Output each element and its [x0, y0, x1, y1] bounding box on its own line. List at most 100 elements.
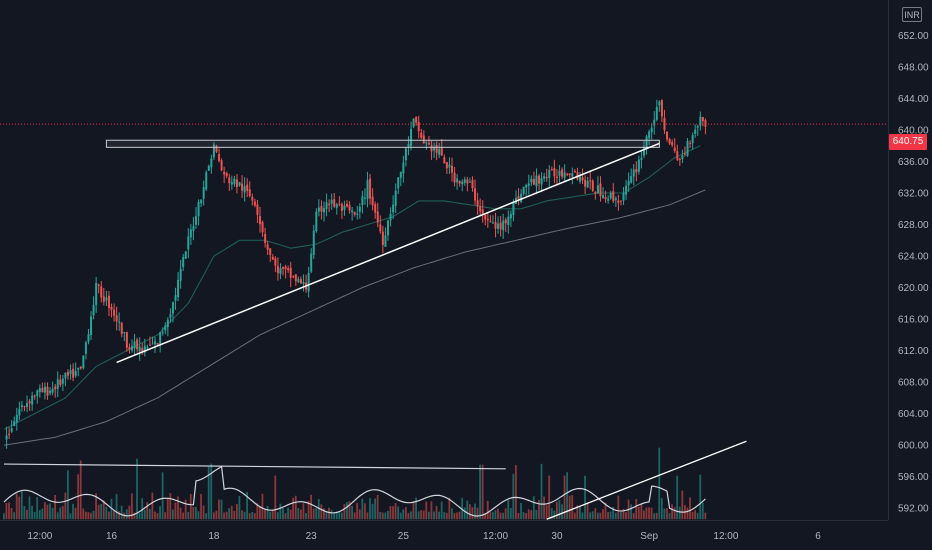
volume-bar [251, 512, 254, 520]
volume-bar [517, 512, 520, 520]
volume-bar [555, 501, 558, 520]
volume-bar [456, 512, 458, 520]
volume-bar [90, 512, 92, 520]
volume-bar [576, 505, 579, 520]
candle-body [287, 268, 290, 270]
volume-bar [532, 496, 535, 520]
y-tick-label: 624.00 [898, 252, 929, 263]
volume-bar [348, 501, 351, 520]
candle-body [205, 172, 208, 190]
candle-body [123, 332, 126, 334]
candle-body [525, 185, 528, 188]
volume-bar [333, 513, 336, 520]
volume-bar [338, 511, 341, 520]
candle-body [143, 345, 146, 353]
candle-body [392, 204, 395, 213]
volume-bar [617, 495, 620, 520]
volume-bar [445, 512, 448, 520]
candle-body [527, 183, 530, 186]
volume-bar [59, 507, 62, 520]
candle-body [609, 192, 612, 199]
volume-bar [102, 500, 105, 520]
volume-bar [115, 494, 118, 520]
candle-body [312, 230, 315, 255]
volume-bar [602, 509, 604, 520]
volume-bar [125, 509, 128, 520]
candle-body [550, 169, 553, 171]
volume-bar [146, 502, 149, 520]
candle-body [622, 192, 625, 201]
volume-bar [586, 502, 589, 520]
y-tick-label: 612.00 [898, 346, 929, 357]
candle-body [648, 131, 651, 139]
candle-body [625, 185, 628, 195]
volume-bar [143, 509, 146, 520]
candle-body [630, 176, 633, 183]
candle-body [297, 279, 300, 283]
candle-body [340, 203, 343, 211]
volume-bar [525, 513, 528, 520]
candle-body [289, 267, 292, 278]
candle-body [389, 213, 392, 221]
candle-body [599, 183, 602, 197]
candle-body [8, 433, 11, 435]
candle-body [486, 218, 489, 221]
volume-bar [589, 512, 592, 520]
candle-body [302, 281, 305, 284]
volume-bar [74, 507, 77, 520]
candle-body [31, 395, 34, 405]
volume-bar [343, 504, 346, 520]
volume-bar [79, 460, 82, 520]
y-tick-label: 648.00 [898, 62, 929, 73]
volume-bar [3, 513, 5, 520]
volume-bar [558, 500, 561, 520]
volume-bar [136, 458, 138, 520]
candle-body [394, 190, 397, 206]
candle-body [640, 157, 643, 160]
candle-body [251, 196, 254, 201]
candle-body [696, 126, 699, 128]
candle-body [612, 191, 615, 202]
volume-bar [51, 507, 54, 520]
volume-bar [412, 500, 415, 520]
candle-body [438, 148, 441, 155]
candle-body [61, 378, 64, 384]
volume-bar [415, 497, 417, 520]
candle-body [184, 251, 187, 259]
volume-bar [287, 507, 289, 520]
candle-body [584, 179, 587, 187]
volume-bar [297, 508, 300, 520]
candle-body [433, 146, 436, 151]
volume-bar [512, 473, 515, 520]
volume-bar [174, 502, 177, 520]
volume-bar [54, 494, 56, 520]
candle-body [561, 169, 564, 177]
candle-body [555, 176, 558, 178]
volume-bar [420, 510, 423, 520]
y-tick-label: 628.00 [898, 220, 929, 231]
candle-body [159, 332, 162, 345]
volume-bar [622, 508, 625, 520]
candle-body [69, 370, 72, 375]
volume-bar [138, 512, 141, 520]
candle-body [67, 372, 69, 376]
candle-body [87, 334, 90, 342]
candle-body [46, 386, 49, 396]
candle-body [195, 216, 197, 225]
volume-bar [461, 497, 464, 520]
candle-body [415, 117, 418, 123]
volume-bar [84, 511, 87, 520]
volume-bar [609, 511, 612, 520]
volume-bar [95, 493, 97, 520]
currency-label[interactable]: INR [902, 7, 922, 22]
volume-bar [46, 504, 49, 520]
candle-body [491, 222, 494, 224]
volume-bar [8, 502, 10, 520]
volume-bar [374, 498, 376, 520]
candle-body [18, 409, 21, 416]
volume-bar [100, 504, 103, 520]
volume-bar [545, 505, 548, 520]
volume-bar [453, 512, 456, 520]
candle-body [376, 211, 379, 223]
